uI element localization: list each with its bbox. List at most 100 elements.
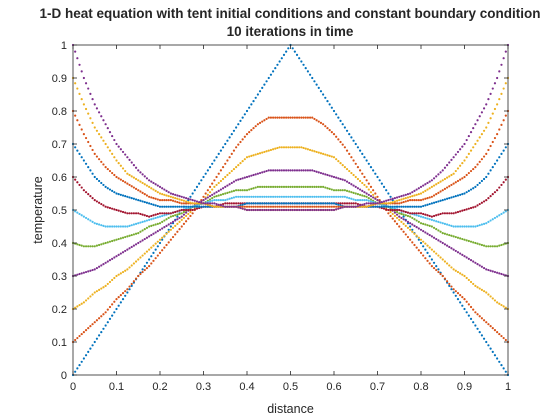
data-point (148, 195, 151, 198)
data-point (437, 200, 440, 203)
data-point (426, 203, 429, 206)
data-point (428, 233, 431, 237)
data-point (404, 233, 407, 236)
data-point (243, 202, 246, 206)
data-point (337, 207, 340, 210)
data-point (476, 204, 479, 207)
data-point (117, 273, 120, 276)
data-point (330, 195, 333, 198)
data-point (487, 98, 490, 101)
data-point (369, 200, 373, 203)
data-point (424, 257, 427, 260)
data-point (500, 152, 503, 155)
data-point (98, 317, 101, 320)
data-point (182, 213, 186, 216)
data-point (463, 238, 466, 241)
data-point (217, 205, 220, 208)
data-point (463, 307, 466, 311)
data-point (137, 189, 140, 192)
data-point (102, 263, 105, 266)
data-point (200, 179, 203, 182)
data-point (289, 185, 292, 188)
data-point (482, 129, 486, 132)
data-point (304, 208, 307, 212)
data-point (348, 133, 351, 136)
data-point (348, 202, 351, 205)
data-point (130, 284, 133, 287)
data-point (278, 208, 281, 212)
data-point (93, 291, 96, 294)
data-point (452, 291, 455, 294)
data-point (115, 175, 118, 179)
data-point (163, 212, 166, 215)
data-point (411, 228, 414, 231)
data-point (224, 142, 227, 146)
data-point (145, 177, 149, 180)
data-point (302, 146, 305, 150)
data-point (415, 219, 418, 222)
data-point (215, 202, 218, 206)
data-point (248, 202, 251, 205)
data-point (419, 228, 423, 231)
data-point (324, 205, 327, 208)
data-point (319, 205, 323, 208)
data-point (163, 205, 166, 208)
data-point (289, 208, 292, 212)
data-point (304, 195, 307, 198)
data-point (350, 136, 353, 139)
data-point (156, 184, 159, 187)
data-point (337, 138, 340, 141)
data-point (376, 195, 379, 198)
data-point (228, 191, 231, 194)
data-point (76, 149, 79, 152)
data-point (261, 205, 264, 208)
data-point (213, 199, 216, 202)
data-point (422, 230, 425, 233)
data-point (137, 179, 140, 182)
data-point (332, 195, 336, 198)
data-point (430, 179, 433, 182)
data-point (437, 239, 440, 242)
data-point (145, 201, 149, 204)
data-point (496, 159, 499, 162)
data-point (419, 251, 423, 254)
data-point (454, 181, 457, 184)
data-point (389, 214, 392, 218)
data-point (228, 183, 231, 186)
data-point (176, 215, 179, 218)
data-point (485, 199, 488, 202)
data-point (84, 107, 88, 111)
data-point (348, 205, 351, 208)
data-point (143, 265, 146, 268)
data-point (298, 185, 301, 188)
data-point (154, 197, 157, 200)
data-point (104, 284, 107, 287)
data-point (261, 208, 264, 212)
data-point (119, 252, 122, 255)
data-point (304, 169, 307, 172)
data-point (108, 149, 112, 152)
data-point (441, 241, 444, 245)
data-point (113, 256, 116, 259)
data-point (182, 202, 186, 205)
data-point (285, 50, 288, 53)
data-point (472, 206, 475, 209)
data-point (158, 251, 162, 254)
data-point (282, 185, 286, 188)
data-point (141, 220, 144, 223)
data-point (459, 164, 462, 167)
data-point (230, 133, 233, 136)
data-point (426, 188, 429, 191)
data-point (482, 177, 486, 181)
data-point (500, 123, 503, 126)
data-point (163, 226, 166, 229)
data-point (400, 228, 403, 231)
data-point (91, 293, 94, 296)
chart-subtitle: 10 iterations in time (227, 24, 354, 39)
data-point (261, 86, 264, 89)
data-point (148, 179, 151, 182)
data-point (385, 189, 388, 192)
data-point (93, 199, 96, 202)
data-point (169, 199, 172, 202)
data-point (141, 213, 144, 216)
